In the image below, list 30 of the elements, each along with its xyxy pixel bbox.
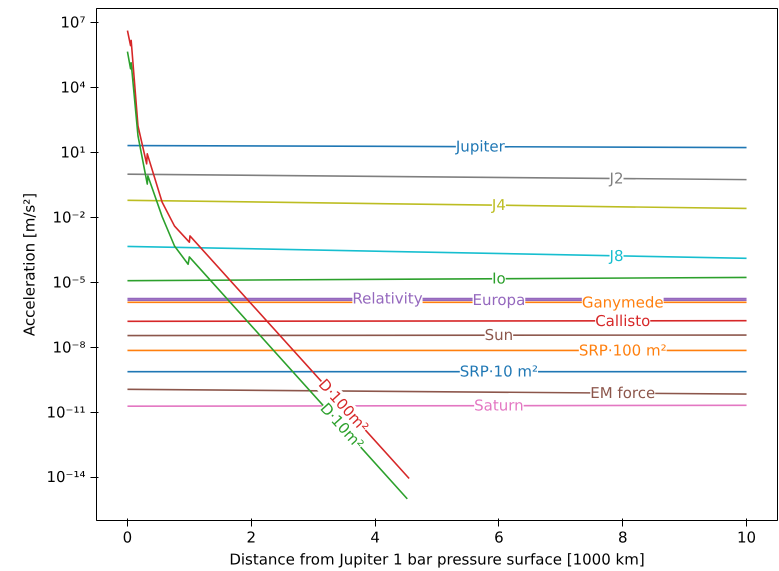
y-tick-label: 10⁻² <box>52 208 86 226</box>
series-label: J2 <box>608 169 624 188</box>
y-tick-label: 10⁴ <box>60 78 86 97</box>
y-tick-label: 10⁻⁵ <box>52 273 86 292</box>
y-axis-title: Acceleration [m/s²] <box>20 192 38 336</box>
x-tick-label: 0 <box>122 528 132 546</box>
series-label: SRP·10 m² <box>460 362 538 381</box>
series-label: Jupiter <box>454 138 506 156</box>
y-tick-label: 10⁻¹⁴ <box>46 468 86 486</box>
series-label: EM force <box>590 384 656 402</box>
series-label: J4 <box>490 196 506 214</box>
series-label: Sun <box>484 326 514 344</box>
series-label: Europa <box>472 291 526 310</box>
series-label: SRP·100 m² <box>578 341 667 360</box>
y-tick-label: 10⁻¹¹ <box>46 403 86 422</box>
series-label: Saturn <box>474 396 524 415</box>
y-tick-label: 10¹ <box>60 144 86 162</box>
y-tick-label: 10⁻⁸ <box>52 338 86 356</box>
x-tick-label: 6 <box>494 528 504 546</box>
x-tick-label: 4 <box>370 528 380 546</box>
x-tick-label: 10 <box>737 528 756 546</box>
series-label: Relativity <box>352 290 423 308</box>
series-label: Io <box>492 270 506 288</box>
series-label: J8 <box>608 246 624 265</box>
y-tick-label: 10⁷ <box>60 14 86 32</box>
x-tick-label: 8 <box>618 528 628 546</box>
x-tick-label: 2 <box>246 528 256 546</box>
series-label: Ganymede <box>582 293 664 312</box>
series-label: Callisto <box>595 312 650 330</box>
x-axis-title: Distance from Jupiter 1 bar pressure surface [1000 km] <box>229 550 645 568</box>
